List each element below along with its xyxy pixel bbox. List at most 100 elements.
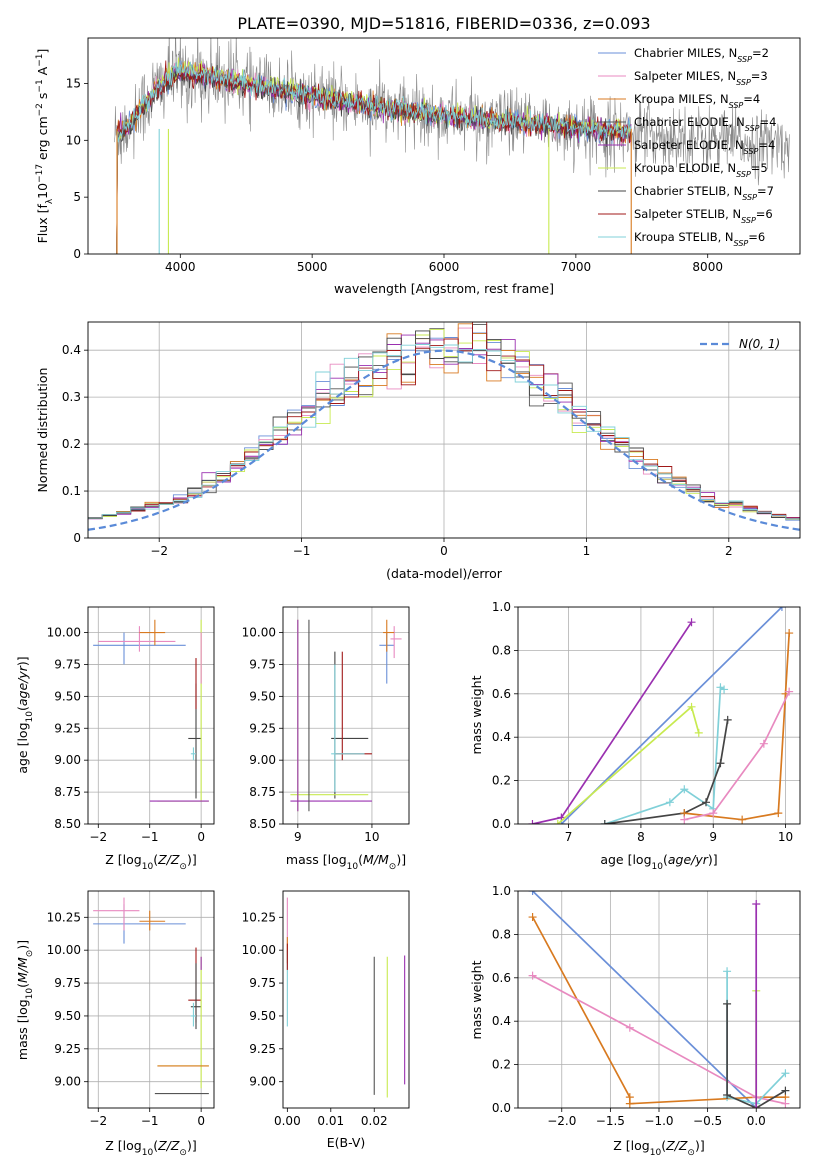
label-part: Z [log [105,1138,141,1153]
x-tick-label: 9 [294,830,302,844]
label-part: Z [log [105,852,141,867]
legend-suffix: =5 [751,161,768,175]
x-tick-label: −1 [141,830,159,844]
legend-sub: SSP [741,216,756,225]
label-part: 10 [652,862,664,872]
mass-weight-marker [785,687,794,696]
spectrum-panel: 4000 5000 6000 7000 8000 0 5 10 15 Chabrier MILES… [35,37,801,296]
x-tick-label: −2 [89,1114,107,1128]
y-tick-label: 8.75 [54,785,81,799]
label-part: erg cm [35,116,50,164]
x-tick-label: 9 [709,830,717,844]
axes-frame [87,890,215,1109]
x-tick-label: 2 [725,544,733,558]
legend-name: Kroupa ELODIE, N [634,161,736,175]
mass-weight-marker [752,1104,761,1108]
y-tick-label: 0 [73,531,81,545]
x-tick-label: 6000 [429,260,460,274]
legend-name: Kroupa STELIB, N [634,230,734,244]
legend-suffix: =2 [752,46,769,60]
label-part: ⊙ [179,862,187,872]
y-tick-label: 9.50 [249,1009,276,1023]
y-tick-label: 10.00 [242,943,276,957]
mass-weight-marker [781,1099,790,1108]
label-part: λ [45,198,55,204]
y-tick-label: 0.2 [62,437,81,451]
y-tick-label: 0.1 [62,484,81,498]
label-part: )] [695,1138,705,1153]
y-tick-label: 9.25 [249,721,276,735]
label-part: M/M [363,852,389,867]
mass-weight-line [684,691,790,821]
mass-weight-marker [687,702,696,711]
y-tick-label: 0.4 [62,343,81,357]
y-tick-label: 1.0 [492,600,511,614]
label-part: ( [663,852,668,867]
y-tick-label: 10.25 [47,910,81,924]
label-part: s [35,93,50,104]
y-tick-label: 0.8 [492,927,511,941]
label-part: ⊙ [25,950,35,958]
x-tick-label: −2.0 [547,1114,576,1128]
legend-name: Salpeter MILES, N [634,69,736,83]
x-axis-label: wavelength [Angstrom, rest frame] [334,281,554,296]
legend-entry: Salpeter STELIB, NSSP=6 [634,207,773,225]
x-tick-label: −1 [141,1114,159,1128]
x-tick-label: 10 [778,830,793,844]
x-axis-label: E(B-V) [327,1135,366,1150]
legend-sub: SSP [745,124,760,133]
label-part: −1 [35,54,45,67]
y-tick-label: 0.4 [492,1014,511,1028]
x-tick-label: 0.00 [274,1114,301,1128]
mass-weight-line [557,705,700,824]
x-axis-label: mass [log10(M/M⊙)] [286,852,406,872]
label-part: ( [153,1138,158,1153]
plot-area [518,607,800,824]
model-spectrum-line [114,61,632,254]
mass-weight-marker [687,618,696,627]
mass-weight-marker [777,607,786,611]
mass-weight-marker [781,1086,790,1095]
y-tick-label: 0.0 [492,1101,511,1115]
mass-weight-line [532,974,786,1105]
y-axis-label: mass [log10(M/M⊙)] [15,940,35,1060]
x-tick-label: −2 [150,544,168,558]
legend-suffix: =4 [760,115,777,129]
label-part: −17 [35,164,45,183]
legend-entry: Chabrier MILES, NSSP=2 [634,46,769,64]
axes-frame [517,890,801,1109]
legend-name: Kroupa MILES, N [634,92,729,106]
label-part: mass [log [15,999,30,1060]
mass-weight-marker [694,728,703,737]
plot-area [88,891,214,1108]
legend-sub: SSP [734,239,749,248]
normal-distribution-curve [88,349,800,531]
legend-suffix: =7 [757,184,774,198]
x-tick-label: 7 [565,830,573,844]
model-spectrum-line [114,57,632,254]
y-tick-label: 8.75 [249,785,276,799]
legend-sub: SSP [737,55,752,64]
mass-weight-marker [716,683,725,692]
legend-entry: Kroupa STELIB, NSSP=6 [634,230,765,248]
y-tick-label: 0.0 [492,817,511,831]
label-part: age/yr [668,852,709,867]
x-tick-label: 0.0 [747,1114,766,1128]
label-part: ( [15,706,30,711]
mass-weight-line [684,632,791,821]
y-axis-label: Flux [fλ10−17 erg cm−2 s−1 A−1] [35,49,55,244]
label-part: M/M [15,957,30,983]
y-tick-label: 10.00 [47,626,81,640]
y-tick-label: 5 [73,190,81,204]
mass-weight-marker [738,815,747,824]
mass-weight-marker [759,739,768,748]
y-tick-label: 0.3 [62,390,81,404]
label-part: ( [358,852,363,867]
y-tick-label: 10.00 [47,943,81,957]
x-tick-label: −1.0 [644,1114,673,1128]
y-axis-label: age [log10(age/yr)] [15,656,35,773]
label-part: )] [708,852,718,867]
label-part: )] [396,852,406,867]
